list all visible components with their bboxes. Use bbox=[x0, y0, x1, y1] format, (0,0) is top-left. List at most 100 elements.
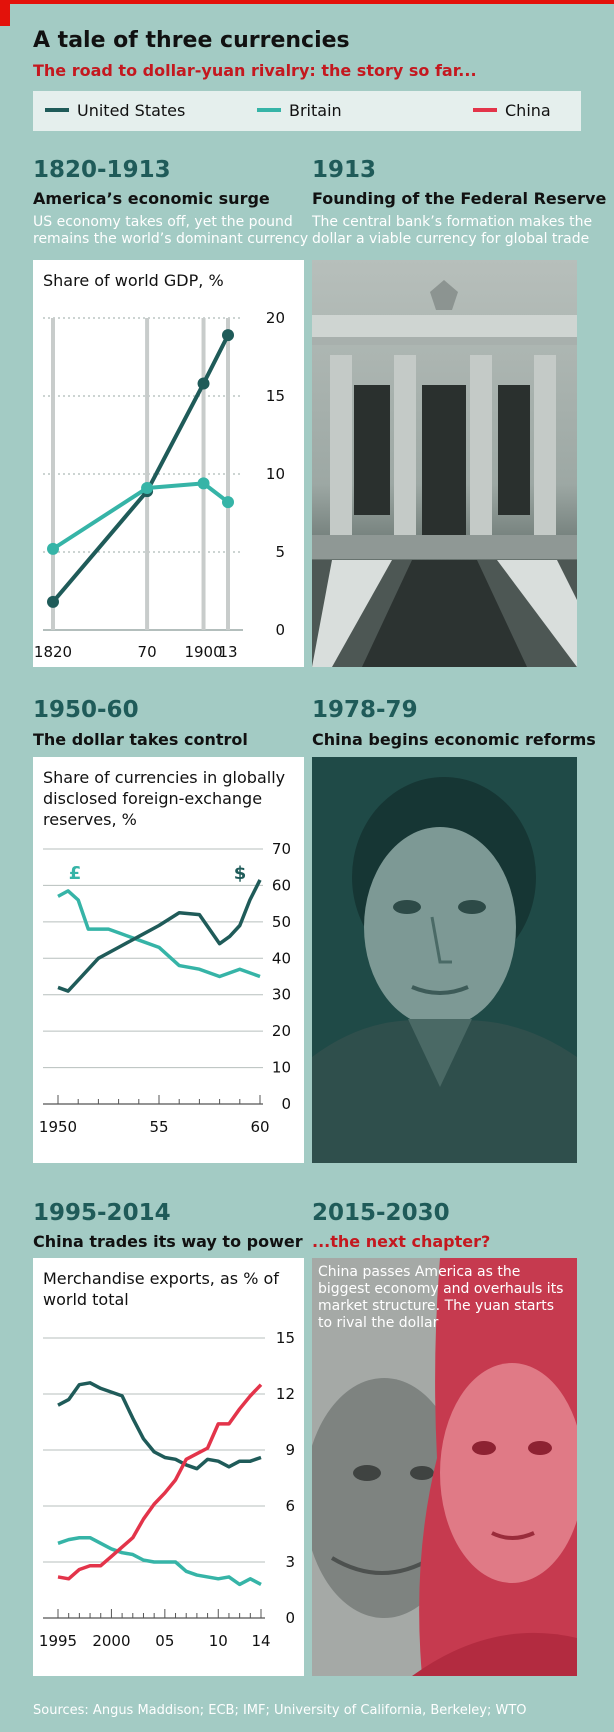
legend-swatch-united-states bbox=[45, 107, 69, 112]
photo-china-reforms-portrait bbox=[312, 757, 577, 1163]
top-red-bar bbox=[0, 0, 614, 4]
x-tick-label-1995: 1995 bbox=[39, 1632, 77, 1650]
y-tick-label-40: 40 bbox=[272, 949, 291, 967]
data-point-britain-1913 bbox=[222, 496, 234, 509]
section-years-1978: 1978-79 bbox=[312, 697, 418, 723]
annotation-pound: £ bbox=[69, 863, 82, 884]
photo-banknotes: China passes America as the biggest econ… bbox=[312, 1258, 577, 1676]
chart-card-exports: 0 3 6 9 12 15 1995 2000 05 10 14 Merchandise expor… bbox=[33, 1258, 304, 1676]
section-desc-1820-line1: US economy takes off, yet the pound bbox=[33, 214, 293, 230]
legend-item-britain: Britain bbox=[257, 101, 342, 120]
page-title: A tale of three currencies bbox=[33, 28, 350, 53]
legend-label-china: China bbox=[505, 101, 551, 120]
chart-card-gdp: 0 5 10 15 20 1820 70 1900 13 Share of world GDP,… bbox=[33, 260, 304, 667]
section-heading-1820: America’s economic surge bbox=[33, 189, 270, 208]
data-point-united-states-1913 bbox=[222, 329, 234, 342]
section-desc-1913-line2: dollar a viable currency for global trad… bbox=[312, 231, 590, 247]
legend-item-china: China bbox=[473, 101, 551, 120]
overlay-line-3: market structure. The yuan starts bbox=[318, 1298, 555, 1314]
x-tick-label-55: 55 bbox=[149, 1118, 168, 1136]
overlay-line-1: China passes America as the bbox=[318, 1264, 521, 1280]
chart-title-reserves: Share of currencies in globally disclose… bbox=[43, 767, 294, 830]
red-tick bbox=[0, 0, 10, 26]
series-line-britain bbox=[57, 1535, 262, 1587]
section-heading-1950: The dollar takes control bbox=[33, 730, 248, 749]
chart-title-reserves-text: Share of currencies in globally disclose… bbox=[43, 768, 286, 829]
y-tick-label-5: 5 bbox=[275, 543, 285, 561]
x-tick-label-05: 05 bbox=[155, 1632, 174, 1650]
legend-label-united-states: United States bbox=[77, 101, 186, 120]
source-note: Sources: Angus Maddison; ECB; IMF; Unive… bbox=[33, 1703, 527, 1718]
series-line-britain bbox=[57, 889, 261, 979]
photo-federal-reserve bbox=[312, 260, 577, 667]
y-tick-label-0: 0 bbox=[285, 1609, 295, 1627]
legend-label-britain: Britain bbox=[289, 101, 342, 120]
y-tick-label-70: 70 bbox=[272, 840, 291, 858]
federal-reserve-building-illustration bbox=[312, 280, 577, 667]
section-heading-2015: ...the next chapter? bbox=[312, 1232, 491, 1251]
portrait-illustration bbox=[312, 757, 577, 1163]
y-tick-label-50: 50 bbox=[272, 913, 291, 931]
x-tick-label-14: 14 bbox=[251, 1632, 270, 1650]
series-line-britain bbox=[51, 481, 230, 551]
chart-title-gdp: Share of world GDP, % bbox=[43, 270, 224, 291]
series-line-united-states bbox=[57, 1381, 262, 1471]
y-tick-label-9: 9 bbox=[285, 1441, 295, 1459]
section-desc-1820-line2: remains the world’s dominant currency bbox=[33, 231, 309, 247]
chart-reserves: 0 10 20 30 40 50 60 70 1950 55 60 £ $ bbox=[39, 840, 291, 1136]
y-tick-label-15: 15 bbox=[266, 387, 285, 405]
y-tick-label-60: 60 bbox=[272, 876, 291, 894]
data-point-britain-1820 bbox=[47, 542, 59, 555]
data-point-britain-1870 bbox=[141, 482, 154, 495]
x-tick-label-1950: 1950 bbox=[39, 1118, 77, 1136]
section-heading-1913: Founding of the Federal Reserve bbox=[312, 189, 607, 208]
legend-swatch-china bbox=[473, 107, 497, 112]
chart-title-exports: Merchandise exports, as % of world total bbox=[43, 1268, 294, 1310]
section-heading-1978: China begins economic reforms bbox=[312, 730, 596, 749]
y-tick-label-20: 20 bbox=[272, 1022, 291, 1040]
data-point-united-states-1900 bbox=[197, 377, 210, 390]
x-tick-label-70: 70 bbox=[138, 643, 157, 661]
y-tick-label-30: 30 bbox=[272, 986, 291, 1004]
y-tick-label-0: 0 bbox=[275, 621, 285, 639]
chart-exports: 0 3 6 9 12 15 1995 2000 05 10 14 bbox=[39, 1329, 295, 1650]
x-tick-label-1820: 1820 bbox=[34, 643, 72, 661]
legend-item-united-states: United States bbox=[45, 101, 185, 120]
section-years-2015: 2015-2030 bbox=[312, 1200, 450, 1226]
data-point-united-states-1820 bbox=[47, 595, 59, 608]
overlay-line-2: biggest economy and overhauls its bbox=[318, 1281, 564, 1297]
y-tick-label-6: 6 bbox=[285, 1497, 295, 1515]
overlay-line-4: to rival the dollar bbox=[318, 1315, 439, 1331]
y-tick-label-15: 15 bbox=[276, 1329, 295, 1347]
series-line-united-states bbox=[57, 879, 262, 993]
x-tick-label-2000: 2000 bbox=[92, 1632, 130, 1650]
section-years-1995: 1995-2014 bbox=[33, 1200, 171, 1226]
x-tick-label-13: 13 bbox=[218, 643, 237, 661]
y-tick-label-20: 20 bbox=[266, 309, 285, 327]
section-years-1950: 1950-60 bbox=[33, 697, 139, 723]
x-tick-label-10: 10 bbox=[209, 1632, 228, 1650]
section-heading-1995: China trades its way to power bbox=[33, 1232, 303, 1251]
banknotes-illustration bbox=[312, 1258, 577, 1676]
y-tick-label-3: 3 bbox=[285, 1553, 295, 1571]
y-tick-label-0: 0 bbox=[281, 1095, 291, 1113]
section-years-1820: 1820-1913 bbox=[33, 157, 171, 183]
section-desc-1913-line1: The central bank’s formation makes the bbox=[312, 214, 593, 230]
chart-title-exports-text: Merchandise exports, as % of world total bbox=[43, 1269, 279, 1309]
chart-title-gdp-text: Share of world GDP, % bbox=[43, 271, 224, 290]
page-subtitle: The road to dollar-yuan rivalry: the sto… bbox=[33, 61, 477, 80]
y-tick-label-10: 10 bbox=[272, 1059, 291, 1077]
section-years-1913: 1913 bbox=[312, 157, 377, 183]
annotation-dollar: $ bbox=[234, 863, 247, 884]
chart-card-reserves: 0 10 20 30 40 50 60 70 1950 55 60 £ $ Share of curre… bbox=[33, 757, 304, 1163]
y-tick-label-12: 12 bbox=[276, 1385, 295, 1403]
y-tick-label-10: 10 bbox=[266, 465, 285, 483]
series-line-united-states bbox=[51, 334, 230, 604]
x-tick-label-60: 60 bbox=[250, 1118, 269, 1136]
data-point-britain-1900 bbox=[197, 477, 210, 490]
overlay-text-2015: China passes America as the biggest econ… bbox=[318, 1264, 563, 1332]
series-line-china bbox=[57, 1383, 263, 1581]
legend-swatch-britain bbox=[257, 107, 281, 112]
legend: United States Britain China bbox=[33, 91, 581, 131]
